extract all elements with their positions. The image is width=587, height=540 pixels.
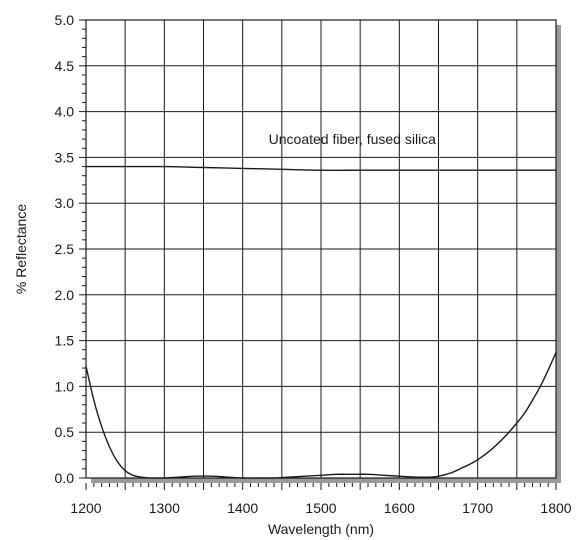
x-tick-label: 1600 [384, 500, 415, 516]
y-tick-label: 4.5 [55, 58, 75, 74]
y-tick-label: 3.5 [55, 149, 75, 165]
series [85, 165, 557, 479]
series-line-2 [85, 352, 557, 479]
x-tick-label: 1200 [70, 500, 101, 516]
x-tick-label: 1500 [305, 500, 336, 516]
y-tick-label: 0.0 [55, 470, 75, 486]
grid [86, 20, 556, 478]
x-tick-label: 1300 [149, 500, 180, 516]
x-tick-label: 1800 [540, 500, 571, 516]
y-tick-label: 4.0 [55, 104, 75, 120]
ticks [79, 19, 557, 490]
y-tick-label: 3.0 [55, 195, 75, 211]
y-tick-label: 1.0 [55, 378, 75, 394]
series-line-1 [85, 165, 556, 171]
y-tick-label: 2.5 [55, 241, 75, 257]
y-axis-title: % Reflectance [13, 204, 29, 294]
x-tick-label: 1400 [227, 500, 258, 516]
y-tick-label: 2.0 [55, 287, 75, 303]
x-axis-title: Wavelength (nm) [268, 521, 374, 537]
x-tick-label: 1700 [462, 500, 493, 516]
tick-labels: 0.0 0.5 1.0 1.5 2.0 2.5 3.0 3.5 4.0 4.5 5.0 1200 130… [55, 12, 572, 516]
y-tick-label: 0.5 [55, 424, 75, 440]
annotation-label: Uncoated fiber, fused silica [269, 131, 437, 147]
y-tick-label: 5.0 [55, 12, 75, 28]
y-tick-label: 1.5 [55, 333, 75, 349]
